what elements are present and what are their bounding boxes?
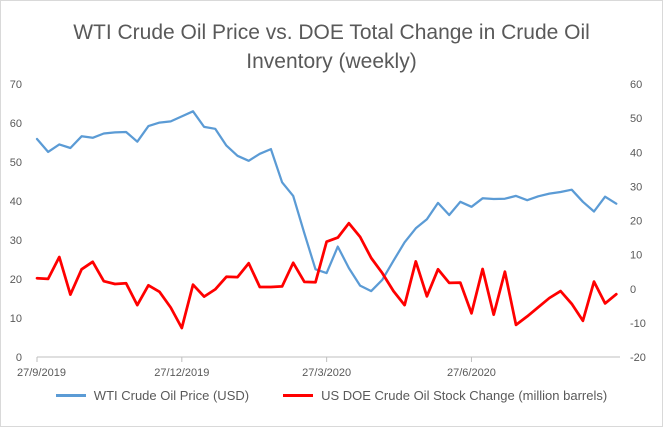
x-tick-label: 27/6/2020 [447, 367, 496, 379]
right-y-tick-label: 60 [630, 79, 642, 91]
right-y-tick-label: 50 [630, 113, 642, 125]
left-y-tick-label: 60 [10, 118, 22, 130]
chart-title: WTI Crude Oil Price vs. DOE Total Change… [0, 18, 663, 76]
x-tick-label: 27/9/2019 [17, 367, 66, 379]
left-y-tick-label: 70 [10, 79, 22, 91]
right-y-tick-label: 0 [630, 284, 636, 296]
legend-item-doe: US DOE Crude Oil Stock Change (million b… [283, 388, 607, 403]
series-line-wti-price [35, 110, 618, 293]
left-y-tick-label: 40 [10, 196, 22, 208]
left-y-tick-label: 50 [10, 157, 22, 169]
left-y-axis: 0 10 20 30 40 50 60 70 [10, 79, 22, 364]
x-tick-label: 27/12/2019 [154, 367, 209, 379]
series-line-doe-stock-change [35, 221, 618, 330]
legend-swatch-doe [283, 394, 314, 397]
x-axis: 27/9/2019 27/12/2019 27/3/2020 27/6/2020 [17, 356, 620, 379]
left-y-tick-label: 30 [10, 235, 22, 247]
x-tick-label: 27/3/2020 [302, 367, 351, 379]
chart-title-line-2: Inventory (weekly) [246, 50, 417, 73]
chart-title-line-1: WTI Crude Oil Price vs. DOE Total Change… [73, 21, 590, 44]
legend-label-doe: US DOE Crude Oil Stock Change (million b… [321, 388, 608, 403]
right-y-tick-label: 40 [630, 147, 642, 159]
right-y-tick-label: 20 [630, 216, 642, 228]
right-y-axis: -20 -10 0 10 20 30 40 50 60 [630, 79, 646, 364]
right-y-tick-label: -10 [630, 318, 646, 330]
legend-label-wti: WTI Crude Oil Price (USD) [93, 388, 250, 403]
left-y-tick-label: 0 [16, 352, 22, 364]
left-y-tick-label: 20 [10, 274, 22, 286]
left-y-tick-label: 10 [10, 313, 22, 325]
right-y-tick-label: -20 [630, 352, 646, 364]
right-y-tick-label: 30 [630, 181, 642, 193]
right-y-tick-label: 10 [630, 250, 642, 262]
legend-item-wti: WTI Crude Oil Price (USD) [55, 388, 250, 403]
legend-swatch-wti [55, 394, 86, 397]
series-layer [35, 110, 618, 330]
legend: WTI Crude Oil Price (USD) US DOE Crude O… [0, 388, 663, 403]
